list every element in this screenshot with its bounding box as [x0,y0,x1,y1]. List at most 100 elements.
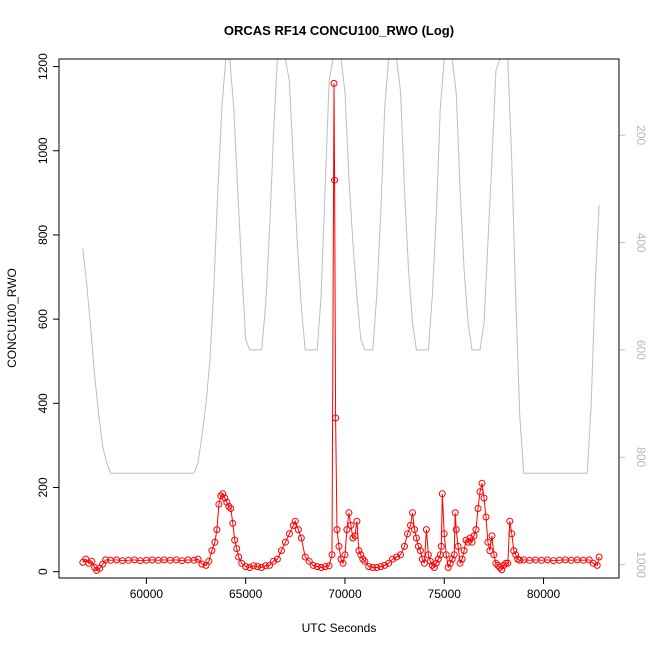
data-point [385,559,393,567]
data-point [233,545,241,552]
y2-tick-label: 600 [634,340,648,360]
data-point [401,542,408,550]
data-point [418,555,426,563]
data-point [407,521,414,529]
data-point [213,526,221,534]
data-point [438,490,446,498]
data-point [585,556,593,564]
data-point [365,563,373,571]
data-point [215,500,223,508]
data-point [595,553,603,561]
data-point [313,563,321,571]
data-point [428,561,436,569]
data-point [452,526,460,534]
data-point [500,561,508,569]
data-point [393,553,401,561]
series-layer [79,59,603,574]
data-point [377,563,385,571]
data-point [221,494,229,502]
x-tick-label: 80000 [527,587,561,601]
data-point [397,551,405,559]
data-point [297,534,305,542]
data-point [506,517,514,525]
data-point [516,556,524,564]
data-point [486,547,494,555]
data-point [472,526,480,534]
data-point [434,555,442,563]
data-point [464,538,472,546]
data-point [335,542,343,550]
x-tick-label: 75000 [428,587,462,601]
data-point [353,517,361,525]
y-axis-label: CONCU100_RWO [5,268,19,368]
y-tick-label: 1200 [36,53,50,80]
data-point [512,551,520,559]
data-point [208,547,216,555]
data-point [484,538,492,546]
data-point [328,551,336,559]
data-point [456,559,464,567]
y-tick-label: 0 [36,568,50,575]
data-point [448,555,456,563]
data-point [414,542,422,550]
data-point [198,560,206,568]
data-point [281,538,289,546]
data-point [345,509,353,517]
data-point [498,566,506,574]
x-tick-label: 65000 [229,587,263,601]
y2-tick-label: 200 [634,125,648,145]
data-point [347,521,355,529]
data-point [235,553,243,561]
data-point [504,559,512,567]
y-tick-label: 200 [36,477,50,497]
data-point [291,517,299,525]
data-point [229,519,237,527]
y2-tick-label: 400 [634,233,648,253]
data-point [102,556,110,564]
data-point [444,564,452,571]
data-point [416,547,424,555]
data-point [355,547,363,555]
data-point [343,526,351,534]
x-axis-label: UTC Seconds [302,621,377,635]
data-point [450,551,458,559]
data-point [217,492,225,500]
data-point [301,553,309,561]
data-point [321,563,329,571]
data-point [373,564,381,571]
data-point [466,534,474,542]
data-point [426,557,434,565]
plot-frame [58,58,620,579]
data-point [205,557,213,565]
data-point [330,79,338,87]
data-point [270,557,277,565]
data-point [273,555,281,563]
data-point [490,551,498,559]
data-point [492,559,500,567]
data-point [462,536,470,544]
data-point [451,509,459,517]
data-point [454,542,462,550]
data-point [277,547,285,555]
data-point [593,561,601,569]
data-point [440,530,448,538]
data-point [476,488,484,496]
axes-layer: 60000 65000 70000 75000 80000 0 200 400 600 800 10… [36,53,648,601]
data-point [470,532,478,540]
data-point [359,555,367,563]
data-point [349,534,357,542]
data-point [369,564,377,571]
secondary-series-line [82,59,600,474]
data-point [478,479,486,487]
data-point [325,562,333,570]
data-point [305,557,313,565]
data-point [381,561,389,569]
data-point [424,551,432,559]
data-point [482,513,490,521]
data-point [341,551,349,559]
data-point [194,555,202,563]
data-point [389,555,397,563]
data-point [211,538,219,546]
data-point [412,534,420,542]
